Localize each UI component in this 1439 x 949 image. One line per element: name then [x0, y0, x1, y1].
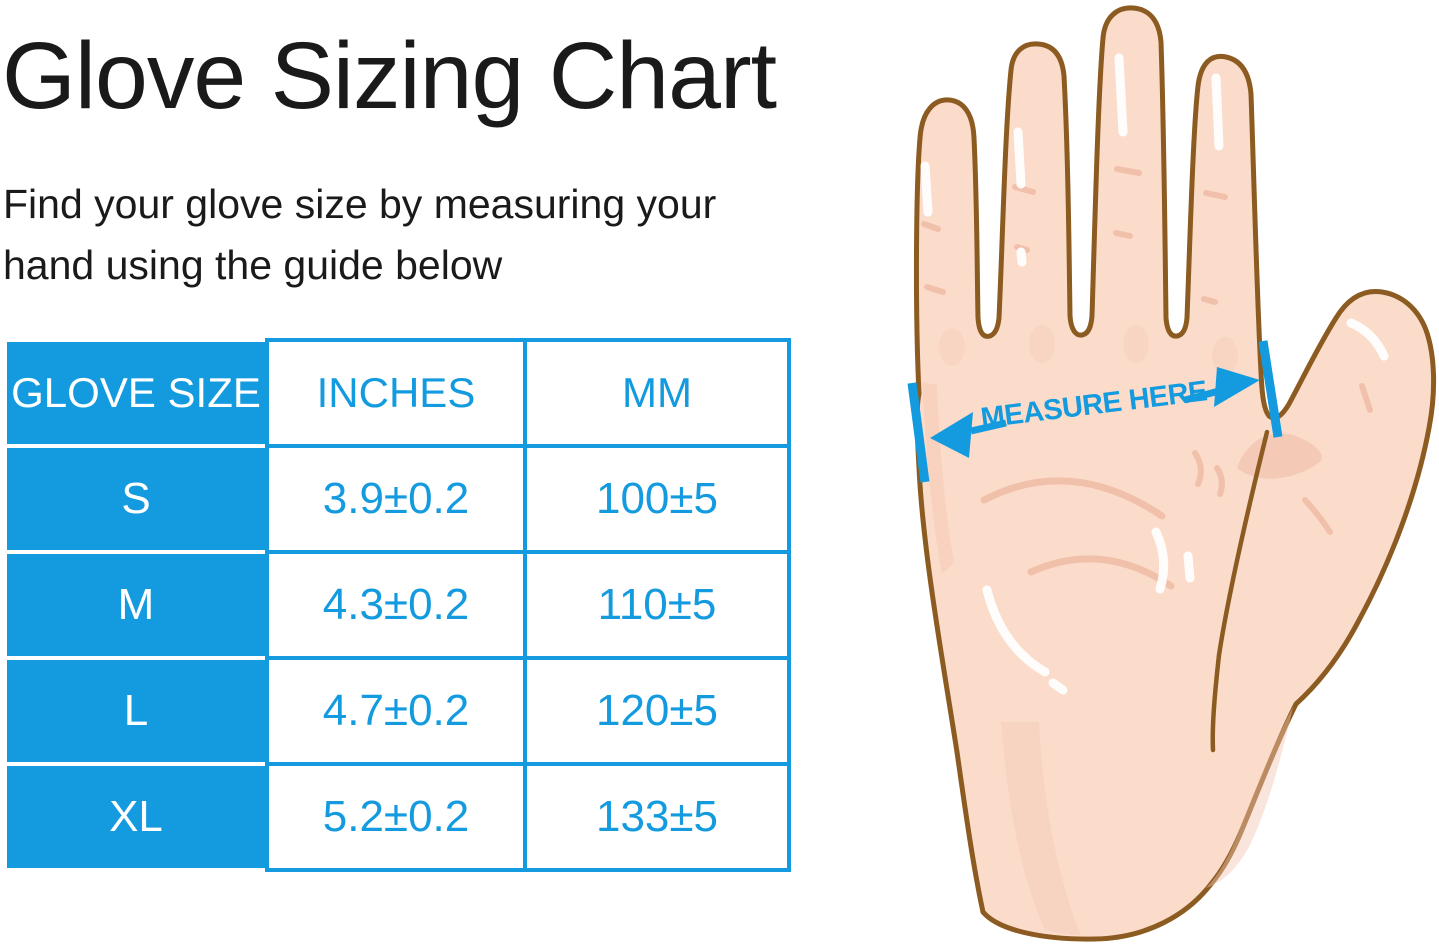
hand-outline	[913, 5, 1437, 942]
skin-highlights	[920, 53, 1389, 695]
measure-arrow-left-shaft	[970, 419, 1007, 435]
subtitle-line-2: hand using the guide below	[3, 242, 503, 288]
hand-illustration: MEASURE HERE	[907, 5, 1437, 942]
row-l-size-label: L	[7, 660, 265, 762]
measure-arrow-right-head	[1214, 367, 1260, 407]
row-m-size-label: M	[7, 554, 265, 656]
glove-size-table: GLOVE SIZE INCHES MM S 3.9±0.2 100±5 M 4…	[3, 338, 791, 872]
measure-arrow-left-head	[930, 412, 973, 458]
measure-left-tick	[907, 382, 930, 483]
measure-arrow-right-shaft	[1184, 387, 1220, 404]
thumb-crease-line	[1210, 429, 1270, 753]
measure-right-tick	[1258, 340, 1283, 438]
row-m-mm: 110±5	[523, 550, 791, 660]
row-s-size-label: S	[7, 448, 265, 550]
col-header-glove-size: GLOVE SIZE	[7, 342, 265, 444]
row-l-mm: 120±5	[523, 656, 791, 766]
row-xl-mm: 133±5	[523, 762, 791, 872]
page-title: Glove Sizing Chart	[2, 23, 777, 129]
row-xl-size-label: XL	[7, 766, 265, 868]
row-s-inches: 3.9±0.2	[265, 444, 527, 554]
col-header-mm: MM	[523, 338, 791, 448]
palm-creases	[921, 166, 1373, 590]
subtitle-line-1: Find your glove size by measuring your	[3, 181, 717, 227]
page-subtitle: Find your glove size by measuring your h…	[3, 174, 716, 296]
row-m-inches: 4.3±0.2	[265, 550, 527, 660]
row-l-inches: 4.7±0.2	[265, 656, 527, 766]
row-xl-inches: 5.2±0.2	[265, 762, 527, 872]
row-s-mm: 100±5	[523, 444, 791, 554]
col-header-inches: INCHES	[265, 338, 527, 448]
